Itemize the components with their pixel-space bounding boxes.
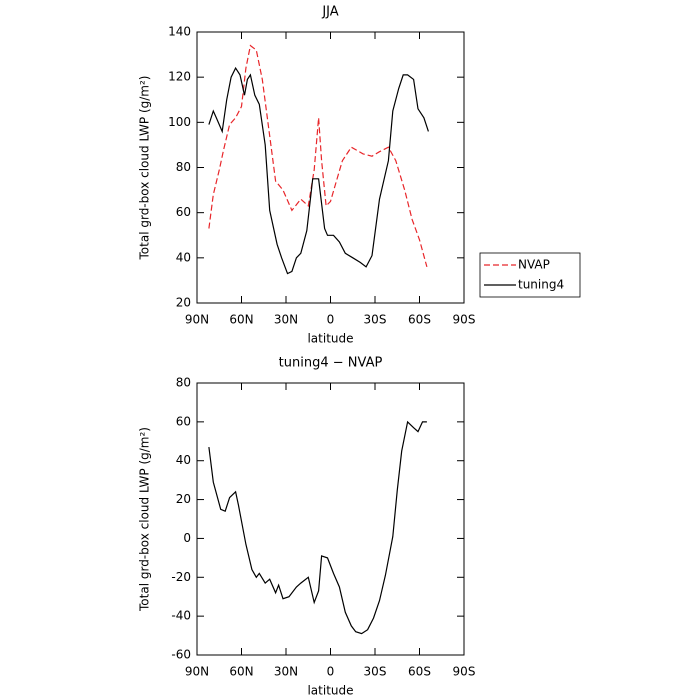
y-tick-label: -20 xyxy=(171,570,191,584)
legend-box: NVAP tuning4 xyxy=(479,252,581,298)
y-tick-label: -60 xyxy=(171,648,191,662)
y-tick-label: 80 xyxy=(176,160,191,174)
chart-title: JJA xyxy=(321,5,338,20)
y-tick-label: 100 xyxy=(168,115,191,129)
y-tick-label: 140 xyxy=(168,25,191,39)
legend-label: NVAP xyxy=(518,258,550,272)
y-tick-label: 60 xyxy=(176,414,191,428)
x-tick-label: 60S xyxy=(408,665,431,679)
x-axis-label: latitude xyxy=(307,332,353,346)
plot-frame xyxy=(196,31,465,304)
data-line xyxy=(208,66,429,275)
y-tick-label: 40 xyxy=(176,453,191,467)
x-tick-label: 90N xyxy=(185,313,209,327)
x-tick-label: 0 xyxy=(327,313,335,327)
y-axis-label: Total grd-box cloud LWP (g/m²) xyxy=(138,76,152,261)
y-tick-label: 120 xyxy=(168,70,191,84)
y-tick-label: 80 xyxy=(176,376,191,390)
y-tick-label: 20 xyxy=(176,296,191,310)
x-tick-label: 60N xyxy=(229,313,253,327)
x-tick-label: 90N xyxy=(185,665,209,679)
y-tick-label: 0 xyxy=(183,531,191,545)
plot-frame xyxy=(196,382,465,656)
x-tick-label: 30N xyxy=(274,313,298,327)
x-axis-label: latitude xyxy=(307,684,353,698)
legend-label: tuning4 xyxy=(518,278,564,292)
chart-title: tuning4 − NVAP xyxy=(279,356,383,371)
y-tick-label: 60 xyxy=(176,205,191,219)
x-tick-label: 60S xyxy=(408,313,431,327)
x-tick-label: 90S xyxy=(453,313,476,327)
y-axis-label: Total grd-box cloud LWP (g/m²) xyxy=(138,427,152,612)
x-tick-label: 30S xyxy=(364,665,387,679)
x-tick-label: 30S xyxy=(364,313,387,327)
x-tick-label: 60N xyxy=(229,665,253,679)
data-line xyxy=(208,44,428,268)
data-line xyxy=(208,420,427,635)
y-tick-label: 40 xyxy=(176,250,191,264)
y-tick-label: 20 xyxy=(176,492,191,506)
y-tick-label: -40 xyxy=(171,609,191,623)
legend-frame xyxy=(479,252,581,298)
x-tick-label: 90S xyxy=(453,665,476,679)
x-tick-label: 30N xyxy=(274,665,298,679)
x-tick-label: 0 xyxy=(327,665,335,679)
